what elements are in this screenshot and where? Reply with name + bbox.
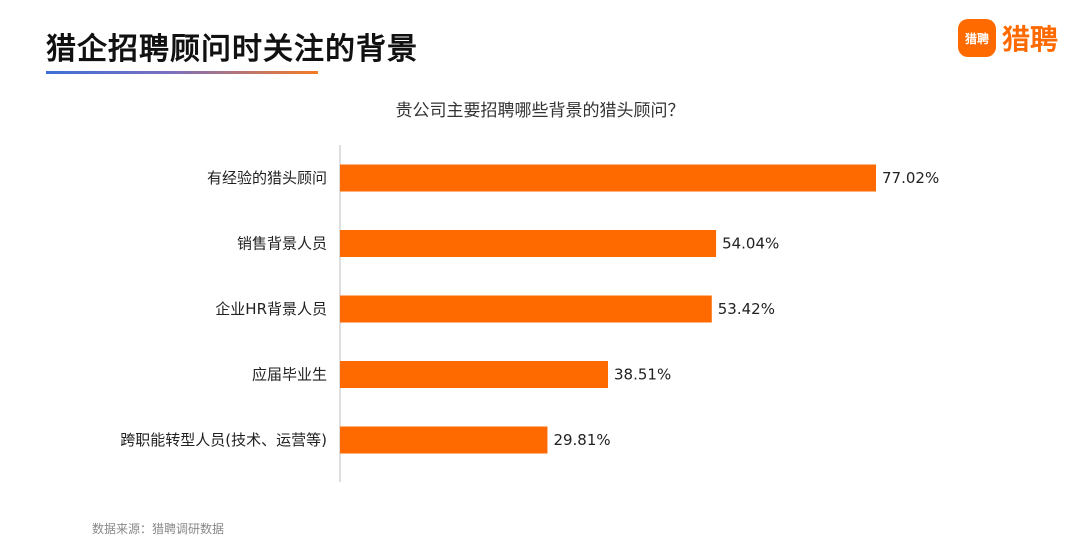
page-title: 猎企招聘顾问时关注的背景 xyxy=(46,32,418,67)
bar xyxy=(340,295,712,323)
data-label: 29.81% xyxy=(553,431,610,449)
logo-wordmark: 猎聘 xyxy=(1002,23,1059,56)
bar xyxy=(340,164,876,192)
bar xyxy=(340,361,608,388)
chart-title: 贵公司主要招聘哪些背景的猎头顾问？ xyxy=(395,101,685,121)
data-label: 77.02% xyxy=(882,169,939,187)
data-label: 38.51% xyxy=(614,366,671,384)
brand-logo: 猎聘 猎聘 xyxy=(958,18,1058,58)
bar xyxy=(340,230,717,257)
logo-badge-icon: 猎聘 xyxy=(958,19,996,57)
data-label: 53.42% xyxy=(718,300,775,318)
title-underline xyxy=(46,71,318,74)
category-label: 企业HR背景人员 xyxy=(215,300,327,318)
category-label: 有经验的猎头顾问 xyxy=(207,169,327,187)
category-label: 跨职能转型人员(技术、运营等) xyxy=(120,431,327,449)
category-label: 销售背景人员 xyxy=(237,235,327,253)
bar xyxy=(340,426,548,454)
data-label: 54.04% xyxy=(722,235,779,253)
logo-badge-text: 猎聘 xyxy=(964,31,989,46)
category-label: 应届毕业生 xyxy=(252,366,327,384)
data-source-note: 数据来源：猎聘调研数据 xyxy=(92,522,225,536)
